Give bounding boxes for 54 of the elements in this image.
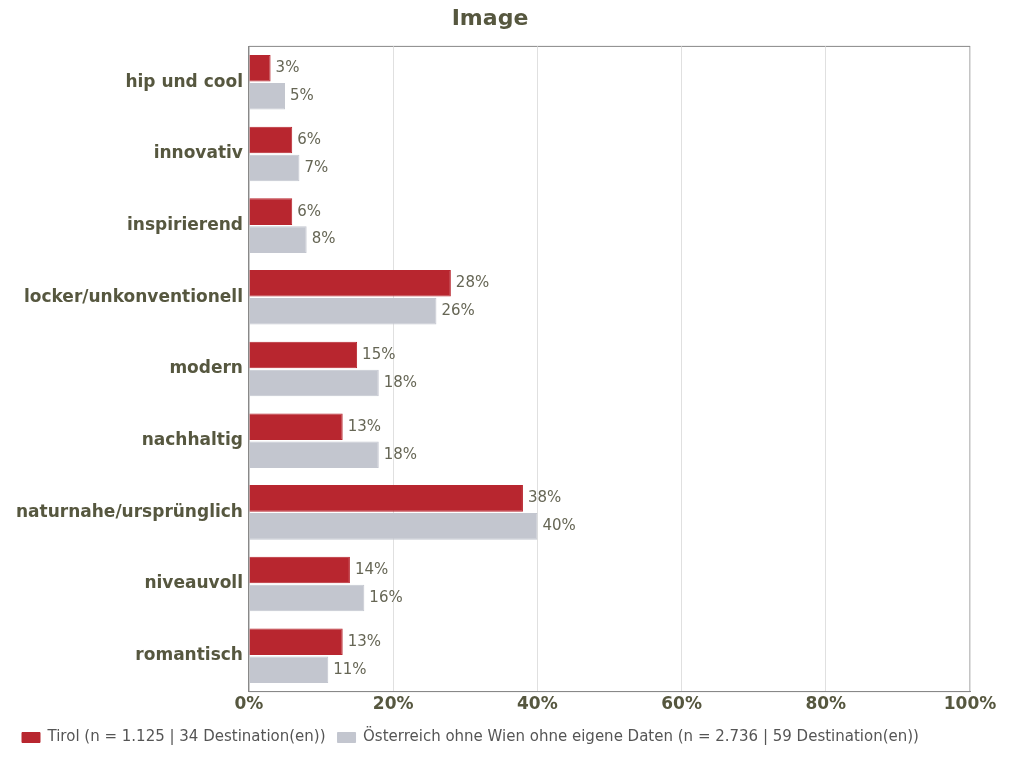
bar [249,154,300,182]
legend-label: Österreich ohne Wien ohne eigene Daten (n = 2.736 | 59 Destination(en)) [363,726,919,746]
data-label: 6% [297,201,322,220]
x-tick-label: 60% [661,693,702,714]
data-label: 13% [347,416,382,435]
data-label: 26% [441,301,475,320]
y-tick-label: nachhaltig [141,429,243,450]
bar [249,82,286,110]
y-tick-label: hip und cool [125,70,243,91]
data-label: 5% [290,86,314,105]
bar [249,369,379,397]
data-label: 11% [333,659,367,678]
bar [249,413,343,440]
y-tick-label: niveauvoll [144,572,243,593]
data-label: 15% [362,344,396,363]
y-tick-label: innovativ [153,142,243,163]
x-tick-label: 100% [943,693,997,714]
data-label: 18% [383,372,418,391]
bar [249,556,350,584]
bar [249,485,523,512]
data-label: 40% [542,516,576,535]
bar [249,584,365,612]
y-tick-label: locker/unkonventionell [23,285,243,306]
bar [249,628,343,656]
legend-label: Tirol (n = 1.125 | 34 Destination(en)) [46,727,326,746]
y-tick-label: naturnahe/ursprünglich [16,500,243,521]
bar [249,198,293,225]
data-label: 3% [275,58,300,77]
y-tick-label: romantisch [135,644,243,665]
data-label: 7% [304,157,329,176]
y-tick-label: modern [169,357,243,378]
bar [249,341,358,369]
data-label: 6% [297,129,322,148]
data-label: 13% [347,631,382,650]
x-tick-label: 20% [372,693,414,714]
bar [249,126,293,154]
data-label: 38% [527,488,562,507]
bar [249,226,307,253]
data-label: 8% [311,229,336,248]
data-label: 16% [369,587,403,606]
data-label: 28% [455,273,490,292]
bar [249,54,271,82]
bar [249,513,538,540]
bar [249,270,451,297]
x-tick-label: 80% [805,693,847,714]
x-tick-label: 40% [517,693,558,714]
chart-title: Image [451,4,529,30]
bar [249,656,329,684]
bar [249,441,379,468]
y-tick-label: inspirierend [126,214,243,235]
bar [249,298,437,325]
data-label: 14% [354,559,389,578]
data-label: 18% [383,444,418,463]
x-tick-label: 0% [234,693,264,714]
